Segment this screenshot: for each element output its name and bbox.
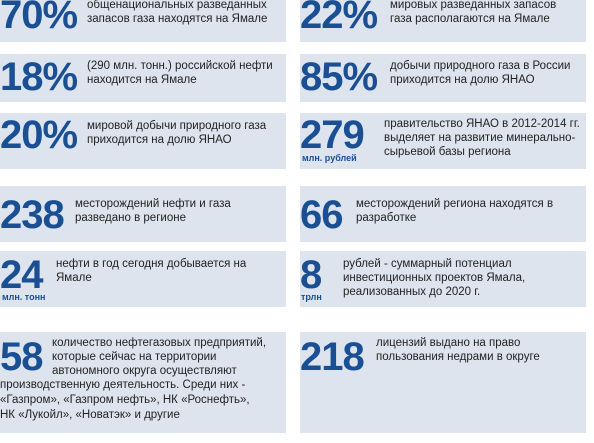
stat-card-world-gas-production: 20% мировой добычи природного газа прихо… xyxy=(0,113,286,169)
stat-card-gas-production-russia: 85% добычи природного газа в России прих… xyxy=(300,54,586,102)
stat-description-line: общенациональных разведанных xyxy=(87,0,267,11)
stat-card-gas-reserves-national: 70% общенациональных разведанных запасов… xyxy=(0,0,286,42)
stat-card-oil-production: 24 млн. тонн нефти в год сегодня добывае… xyxy=(0,251,286,307)
stat-value: 22% xyxy=(300,0,378,37)
stat-description-line: выделяет на развитие минерально- xyxy=(384,132,576,144)
stat-description-line: рублей - суммарный потенциал xyxy=(343,258,512,270)
stat-description-line: мировой добычи природного газа xyxy=(87,120,267,132)
stat-value: 8 xyxy=(300,253,322,297)
stat-description-line: лицензий выдано на право xyxy=(376,337,521,349)
stat-card-oil-share: 18% (290 млн. тонн.) российской нефти на… xyxy=(0,54,286,102)
stat-description-line: месторождений региона находятся в xyxy=(356,198,554,210)
stat-description-line: приходится на долю ЯНАО xyxy=(87,134,232,146)
stat-card-investment-potential: 8 трлн рублей - суммарный потенциал инве… xyxy=(300,251,586,307)
stat-unit: млн. рублей xyxy=(302,153,357,163)
stat-value: 20% xyxy=(0,113,78,157)
stat-description-line: «Газпром», «Газпром нефть», НК «Роснефть… xyxy=(0,394,250,406)
stat-description-line: правительство ЯНАО в 2012-2014 гг. xyxy=(384,118,580,130)
stat-description-line: месторождений нефти и газа xyxy=(75,198,231,210)
stat-card-gas-reserves-world: 22% мировых разведанных запасов газа рас… xyxy=(300,0,586,42)
stat-description-line: инвестиционных проектов Ямала, xyxy=(343,272,526,284)
stat-description-line: реализованных до 2020 г. xyxy=(343,286,481,298)
stat-unit: млн. тонн xyxy=(2,292,46,302)
stat-description-line: нефти в год сегодня добывается на xyxy=(56,258,247,270)
stat-unit: трлн xyxy=(301,292,322,302)
stat-description-line: Ямале xyxy=(56,272,92,284)
stat-value: 218 xyxy=(300,335,365,379)
stat-value: 238 xyxy=(0,193,65,237)
stat-description-line: НК «Лукойл», «Новатэк» и другие xyxy=(0,409,180,421)
stat-description-line: разведано в регионе xyxy=(75,212,186,224)
stat-value: 18% xyxy=(0,55,78,99)
stat-description-line: газа располагаются на Ямале xyxy=(390,13,550,25)
stat-value: 58 xyxy=(0,335,43,379)
stat-value: 70% xyxy=(0,0,78,37)
stat-value: 279 xyxy=(300,113,365,157)
stat-description-line: находится на Ямале xyxy=(87,74,197,86)
stat-value: 66 xyxy=(300,193,343,237)
stat-description-line: количество нефтегазовых предприятий, xyxy=(52,337,267,349)
stat-description-line: добычи природного газа в России xyxy=(390,60,571,72)
stat-card-oil-gas-companies: 58 количество нефтегазовых предприятий, … xyxy=(0,332,286,433)
stat-description-line: (290 млн. тонн.) российской нефти xyxy=(87,60,273,72)
stat-value: 85% xyxy=(300,55,378,99)
stat-description-line: производственную деятельность. Среди них… xyxy=(0,379,246,391)
stat-card-government-funding: 279 млн. рублей правительство ЯНАО в 201… xyxy=(300,113,586,169)
stat-card-fields-explored: 238 месторождений нефти и газа разведано… xyxy=(0,186,286,242)
stat-description-line: мировых разведанных запасов xyxy=(390,0,557,11)
stat-description-line: запасов газа находятся на Ямале xyxy=(87,13,268,25)
stat-description-line: сырьевой базы региона xyxy=(384,146,511,158)
stat-description-line: разработке xyxy=(356,212,417,224)
stat-description-line: которые сейчас на территории xyxy=(52,351,217,363)
stat-card-licenses: 218 лицензий выдано на право пользования… xyxy=(300,332,586,433)
stat-description-line: автономного округа осуществляют xyxy=(52,365,237,377)
stat-card-fields-developed: 66 месторождений региона находятся в раз… xyxy=(300,186,586,242)
stat-value: 24 xyxy=(0,253,43,297)
stat-description-line: приходится на долю ЯНАО xyxy=(390,74,535,86)
stat-description-line: пользования недрами в округе xyxy=(376,351,540,363)
